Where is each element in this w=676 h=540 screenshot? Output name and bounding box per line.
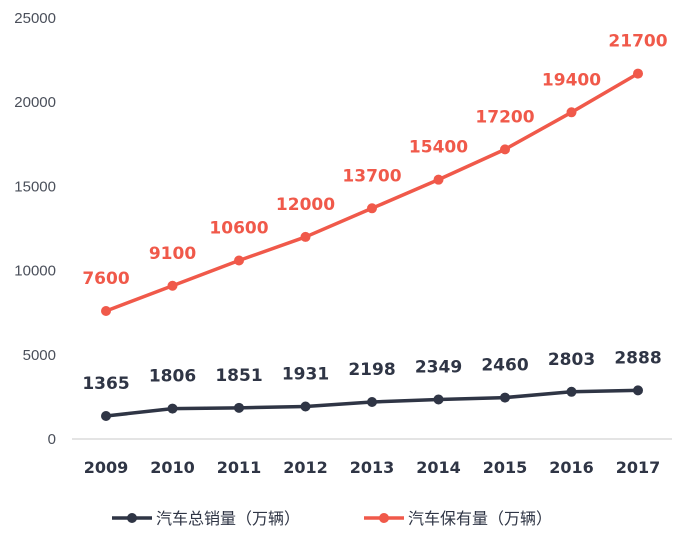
data-label: 1851 bbox=[215, 366, 262, 386]
x-tick-label: 2012 bbox=[283, 458, 328, 477]
data-label: 17200 bbox=[475, 107, 534, 127]
data-label: 10600 bbox=[209, 218, 268, 238]
x-tick-label: 2014 bbox=[416, 458, 461, 477]
data-label: 1931 bbox=[282, 364, 329, 384]
data-point bbox=[367, 203, 377, 214]
y-tick-label: 5000 bbox=[23, 347, 56, 364]
data-point bbox=[566, 386, 577, 397]
series-2: 7600 9100 10600 12000 13700 15400 17200 19400 21… bbox=[82, 32, 668, 317]
legend-dot-marker bbox=[379, 513, 389, 523]
legend-item: 汽车保有量（万辆） bbox=[364, 509, 552, 528]
y-tick-label: 25000 bbox=[14, 10, 56, 27]
data-point bbox=[167, 280, 178, 291]
legend-dot-marker bbox=[127, 513, 137, 523]
data-label: 2198 bbox=[348, 360, 395, 380]
y-tick-label: 10000 bbox=[14, 263, 56, 280]
legend: 汽车总销量（万辆） 汽车保有量（万辆） bbox=[112, 509, 552, 528]
data-label: 9100 bbox=[149, 244, 196, 264]
data-point bbox=[234, 402, 244, 413]
data-point bbox=[566, 107, 577, 118]
data-label: 12000 bbox=[276, 195, 335, 215]
data-label: 13700 bbox=[342, 166, 401, 186]
series-layer: 1365 1806 1851 1931 2198 2349 2460 2803 2888 7600… bbox=[82, 32, 668, 422]
data-point bbox=[633, 385, 643, 396]
data-label: 21700 bbox=[608, 32, 667, 52]
data-point bbox=[167, 403, 178, 414]
data-label: 7600 bbox=[82, 269, 129, 289]
data-label: 1806 bbox=[149, 367, 196, 387]
x-tick-label: 2013 bbox=[350, 458, 395, 477]
legend-label: 汽车保有量（万辆） bbox=[408, 509, 552, 528]
series-1: 1365 1806 1851 1931 2198 2349 2460 2803 2888 bbox=[82, 348, 662, 422]
x-tick-label: 2010 bbox=[150, 458, 195, 477]
data-label: 15400 bbox=[409, 138, 468, 158]
data-point bbox=[300, 401, 311, 412]
data-label: 1365 bbox=[82, 374, 129, 394]
x-tick-label: 2017 bbox=[616, 458, 661, 477]
data-point bbox=[433, 394, 444, 405]
x-tick-label: 2009 bbox=[84, 458, 129, 477]
x-tick-label: 2016 bbox=[549, 458, 594, 477]
data-point bbox=[633, 68, 643, 79]
data-point bbox=[300, 231, 311, 242]
series-line bbox=[104, 71, 640, 313]
data-label: 2460 bbox=[481, 356, 528, 376]
data-label: 2888 bbox=[614, 348, 661, 368]
data-point bbox=[500, 144, 510, 155]
data-point bbox=[234, 255, 244, 266]
data-label: 2803 bbox=[548, 350, 595, 370]
data-label: 19400 bbox=[542, 70, 601, 90]
legend-item: 汽车总销量（万辆） bbox=[112, 509, 300, 528]
x-axis: 2009 2010 2011 2012 2013 2014 2015 2016 2017 bbox=[84, 458, 661, 477]
y-tick-label: 15000 bbox=[14, 178, 56, 195]
x-tick-label: 2015 bbox=[483, 458, 528, 477]
legend-label: 汽车总销量（万辆） bbox=[156, 509, 300, 528]
x-tick-label: 2011 bbox=[217, 458, 262, 477]
y-tick-label: 20000 bbox=[14, 94, 56, 111]
data-point bbox=[101, 411, 111, 422]
data-label: 2349 bbox=[415, 357, 462, 377]
data-point bbox=[500, 392, 510, 403]
y-tick-label: 0 bbox=[48, 431, 56, 448]
data-point bbox=[433, 174, 444, 185]
y-axis: 0 5000 10000 15000 20000 25000 bbox=[14, 10, 56, 448]
data-point bbox=[101, 306, 111, 317]
data-point bbox=[367, 396, 377, 407]
